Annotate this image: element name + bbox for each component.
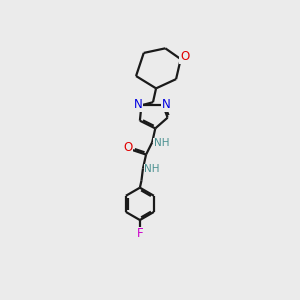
Text: N: N	[162, 98, 170, 111]
Text: O: O	[123, 141, 132, 154]
Text: F: F	[136, 227, 143, 240]
Text: NH: NH	[154, 138, 169, 148]
Text: N: N	[134, 98, 143, 111]
Text: O: O	[180, 50, 189, 63]
Text: NH: NH	[145, 164, 160, 174]
